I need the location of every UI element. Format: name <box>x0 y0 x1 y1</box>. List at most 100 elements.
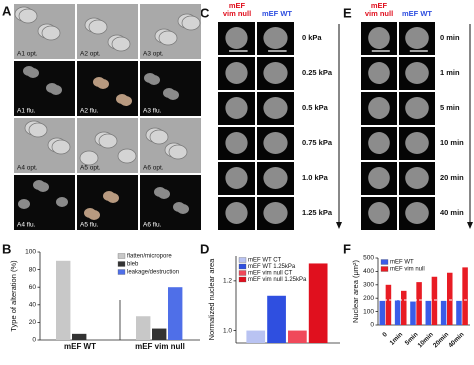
nucleus <box>405 97 429 119</box>
bar <box>425 300 432 325</box>
row-label: 1 min <box>440 68 460 77</box>
y-tick-label: 1.2 <box>223 278 232 285</box>
bar <box>56 260 71 340</box>
image-caption: A5 opt. <box>80 165 101 172</box>
bar <box>136 316 151 340</box>
legend-swatch <box>117 269 126 275</box>
image-caption: A1 flu. <box>17 108 36 115</box>
micrograph <box>77 4 138 59</box>
row-label: 0.5 kPa <box>302 103 329 112</box>
cell <box>158 189 170 199</box>
legend-label: mEF vim null 1.25kPa <box>248 277 307 283</box>
bar <box>308 263 328 343</box>
bar <box>267 295 286 343</box>
y-tick-label: 100 <box>25 249 36 256</box>
bar <box>416 282 422 325</box>
image-caption: A4 opt. <box>17 165 38 172</box>
nucleus <box>263 27 288 49</box>
bar <box>462 267 468 325</box>
header-null: vim null <box>365 9 393 18</box>
x-tick-label: 40min <box>447 331 465 349</box>
bar <box>440 300 447 325</box>
row-label: 1.25 kPa <box>302 208 333 217</box>
nucleus <box>368 167 390 189</box>
micrograph <box>77 175 138 230</box>
header-null: mEF <box>229 1 246 10</box>
legend-swatch <box>238 276 247 283</box>
cell <box>181 15 201 31</box>
legend-label: mEF WT 1.25kPa <box>248 264 296 270</box>
cell <box>111 36 131 52</box>
nucleus <box>368 62 390 84</box>
row-label: 0.25 kPa <box>302 68 333 77</box>
row-label: 1.0 kPa <box>302 173 329 182</box>
bar <box>394 300 401 325</box>
nucleus <box>368 97 390 119</box>
panel-label: A <box>2 3 12 18</box>
image-caption: A3 flu. <box>143 108 162 115</box>
y-tick-label: 40 <box>29 302 37 309</box>
image-caption: A4 flu. <box>17 222 36 229</box>
bar <box>152 328 167 340</box>
nucleus <box>368 202 390 224</box>
y-tick-label: 20 <box>29 319 37 326</box>
x-tick-label: 10min <box>417 331 435 349</box>
legend-swatch <box>117 261 126 267</box>
bar <box>72 333 87 340</box>
x-tick-label: mEF WT <box>64 342 96 351</box>
y-tick-label: 300 <box>363 282 374 289</box>
y-tick-label: 200 <box>363 295 374 302</box>
legend-label: mEF vim null CT <box>248 271 293 277</box>
nucleus <box>405 62 429 84</box>
nucleus <box>405 132 429 154</box>
legend-swatch <box>238 270 247 276</box>
header-wt: mEF WT <box>262 9 292 18</box>
nucleus <box>225 97 248 119</box>
bar <box>401 290 407 325</box>
nucleus <box>225 27 248 49</box>
cell <box>37 182 49 192</box>
y-tick-label: 60 <box>29 284 37 291</box>
cell <box>18 8 38 24</box>
header-null: mEF <box>371 1 388 10</box>
row-label: 5 min <box>440 103 460 112</box>
cell <box>149 129 169 145</box>
nucleus <box>263 62 288 84</box>
cell <box>41 25 61 41</box>
legend-swatch <box>238 263 247 270</box>
nucleus <box>263 167 288 189</box>
nucleus <box>368 132 390 154</box>
nucleus <box>405 27 429 49</box>
cell <box>177 204 189 214</box>
bar <box>379 300 386 325</box>
micrograph <box>140 175 201 230</box>
cell <box>168 144 188 160</box>
bar <box>456 300 462 325</box>
row-label: 20 min <box>440 173 464 182</box>
panel-label: B <box>2 241 11 256</box>
arrow-head <box>467 222 473 229</box>
cell <box>148 75 160 85</box>
y-axis-label: Nuclear area (μm²) <box>351 259 360 323</box>
legend-swatch <box>238 257 247 263</box>
legend-swatch <box>380 266 389 272</box>
cell <box>88 19 108 35</box>
cell <box>97 79 109 89</box>
cell <box>18 199 30 209</box>
legend-label: mEF WT <box>390 260 414 266</box>
row-label: 0 min <box>440 33 460 42</box>
panel-label: F <box>343 241 351 256</box>
panel-label: D <box>200 241 209 256</box>
cell <box>117 148 137 164</box>
legend-label: bleb <box>127 262 139 268</box>
image-caption: A2 flu. <box>80 108 99 115</box>
bar <box>410 301 416 325</box>
legend-swatch <box>380 259 389 265</box>
nucleus <box>263 202 288 224</box>
y-tick-label: 0 <box>32 337 36 344</box>
row-label: 0.75 kPa <box>302 138 333 147</box>
bar <box>168 287 183 340</box>
header-wt: mEF WT <box>402 9 432 18</box>
nucleus <box>263 132 288 154</box>
